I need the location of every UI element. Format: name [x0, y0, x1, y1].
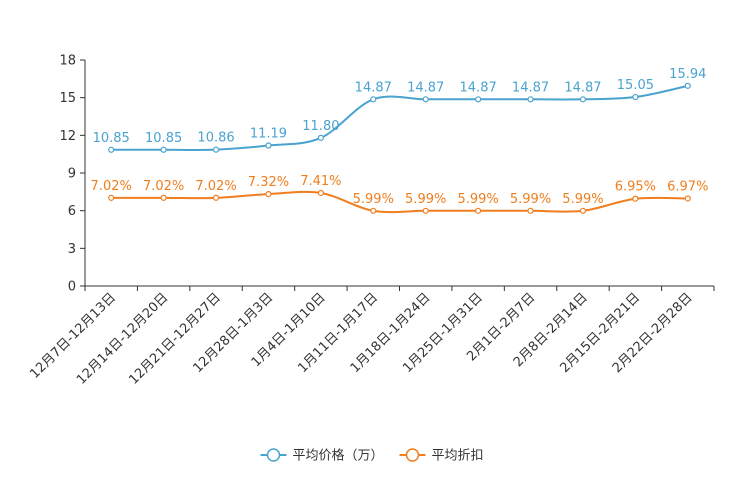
data-label: 5.99% [562, 192, 603, 207]
data-label: 7.32% [248, 175, 289, 190]
data-point[interactable] [160, 194, 167, 201]
series-line [111, 190, 688, 214]
data-label: 10.85 [93, 131, 130, 146]
x-tick-label: 12月7日-12月13日 [27, 290, 119, 382]
series-layer: 10.85 10.85 10.86 11.19 11.80 14.87 14.87 14.87… [91, 67, 708, 214]
data-point[interactable] [475, 96, 482, 103]
legend-label: 平均价格（万） [292, 448, 383, 464]
data-label: 10.85 [145, 131, 182, 146]
data-label: 5.99% [353, 192, 394, 207]
data-point[interactable] [317, 189, 324, 197]
legend-label: 平均折扣 [432, 449, 484, 464]
data-label: 7.41% [300, 174, 341, 189]
data-point[interactable] [212, 194, 220, 201]
data-label: 5.99% [405, 192, 446, 207]
data-label: 7.02% [91, 179, 132, 194]
data-label: 14.87 [407, 80, 444, 95]
y-tick-label: 6 [68, 204, 76, 219]
data-point[interactable] [212, 146, 220, 153]
data-point[interactable] [475, 207, 482, 214]
data-label: 11.80 [302, 119, 339, 134]
data-label: 5.99% [510, 192, 551, 207]
y-tick-label: 0 [68, 280, 76, 295]
data-point[interactable] [265, 190, 272, 198]
data-label: 10.86 [197, 131, 234, 146]
data-label: 14.87 [564, 80, 601, 95]
legend-item-average-discount[interactable]: 平均折扣 [399, 448, 484, 464]
data-point[interactable] [108, 146, 115, 153]
data-point[interactable] [370, 207, 377, 214]
data-point[interactable] [160, 146, 167, 153]
legend: 平均价格（万） 平均折扣 [260, 448, 484, 464]
data-label: 7.02% [195, 179, 236, 194]
data-label: 6.97% [667, 179, 708, 194]
data-point[interactable] [579, 207, 587, 214]
x-tick-label: 12月14日-12月20日 [74, 290, 171, 387]
data-point[interactable] [632, 93, 639, 101]
series-average-discount: 7.02% 7.02% 7.02% 7.32% 7.41% 5.99% 5.99% 5.99%… [91, 174, 708, 214]
data-label: 11.19 [250, 127, 287, 142]
data-label: 15.94 [669, 67, 706, 82]
data-point[interactable] [370, 96, 377, 103]
data-label: 5.99% [457, 192, 498, 207]
data-point[interactable] [684, 195, 691, 202]
data-label: 14.87 [460, 80, 497, 95]
data-point[interactable] [579, 96, 587, 103]
data-label: 6.95% [615, 180, 656, 195]
y-tick-label: 18 [59, 54, 76, 69]
data-point[interactable] [527, 96, 534, 103]
data-point[interactable] [632, 195, 639, 202]
data-point[interactable] [108, 194, 115, 201]
data-point[interactable] [422, 96, 429, 103]
legend-circle-symbol [266, 448, 281, 462]
y-tick-label: 9 [68, 167, 76, 182]
axes: 0 3 6 9 12 15 18 12月7日-12月13日12月14日-12月20日12月21… [27, 54, 715, 388]
data-point[interactable] [527, 207, 534, 214]
data-point[interactable] [422, 207, 429, 214]
legend-item-average-price[interactable]: 平均价格（万） [260, 448, 384, 464]
y-tick-label: 3 [68, 242, 76, 257]
data-point[interactable] [317, 134, 324, 141]
legend-circle-symbol [405, 448, 420, 462]
data-point[interactable] [265, 142, 272, 149]
data-label: 7.02% [143, 179, 184, 194]
data-label: 14.87 [355, 80, 392, 95]
data-label: 14.87 [512, 80, 549, 95]
data-label: 15.05 [617, 78, 654, 93]
data-point[interactable] [684, 82, 691, 89]
series-line [111, 84, 689, 151]
y-tick-label: 15 [59, 91, 76, 106]
series-average-price: 10.85 10.85 10.86 11.19 11.80 14.87 14.87 14.87… [93, 67, 706, 153]
x-tick-label: 12月21日-12月27日 [126, 290, 223, 387]
y-tick-label: 12 [59, 129, 76, 144]
